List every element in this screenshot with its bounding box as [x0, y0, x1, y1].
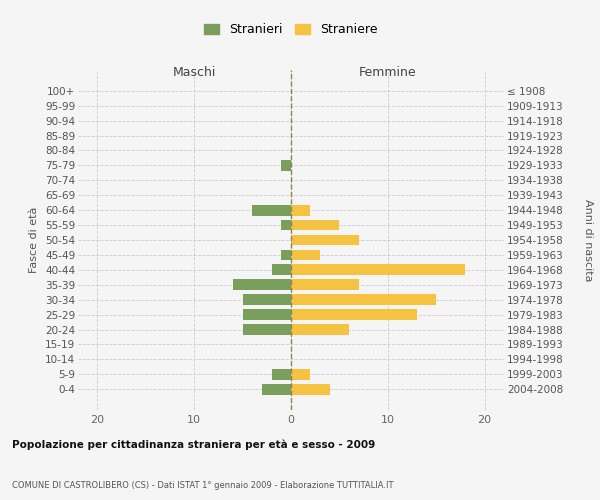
Text: Popolazione per cittadinanza straniera per età e sesso - 2009: Popolazione per cittadinanza straniera p… — [12, 440, 375, 450]
Bar — [252, 205, 291, 216]
Bar — [272, 264, 291, 275]
Bar — [291, 264, 465, 275]
Bar — [291, 294, 436, 305]
Bar — [291, 280, 359, 290]
Bar — [291, 309, 417, 320]
Bar — [291, 250, 320, 260]
Text: Maschi: Maschi — [172, 66, 216, 79]
Bar — [242, 324, 291, 335]
Bar — [262, 384, 291, 394]
Bar — [291, 324, 349, 335]
Bar — [233, 280, 291, 290]
Bar — [291, 369, 310, 380]
Y-axis label: Fasce di età: Fasce di età — [29, 207, 40, 273]
Legend: Stranieri, Straniere: Stranieri, Straniere — [199, 18, 383, 42]
Bar — [291, 205, 310, 216]
Bar — [281, 250, 291, 260]
Text: Femmine: Femmine — [359, 66, 416, 79]
Bar — [242, 309, 291, 320]
Bar — [291, 384, 330, 394]
Bar — [281, 160, 291, 171]
Y-axis label: Anni di nascita: Anni di nascita — [583, 198, 593, 281]
Bar — [291, 220, 340, 230]
Text: COMUNE DI CASTROLIBERO (CS) - Dati ISTAT 1° gennaio 2009 - Elaborazione TUTTITAL: COMUNE DI CASTROLIBERO (CS) - Dati ISTAT… — [12, 481, 394, 490]
Bar — [242, 294, 291, 305]
Bar — [281, 220, 291, 230]
Bar — [272, 369, 291, 380]
Bar — [291, 234, 359, 246]
